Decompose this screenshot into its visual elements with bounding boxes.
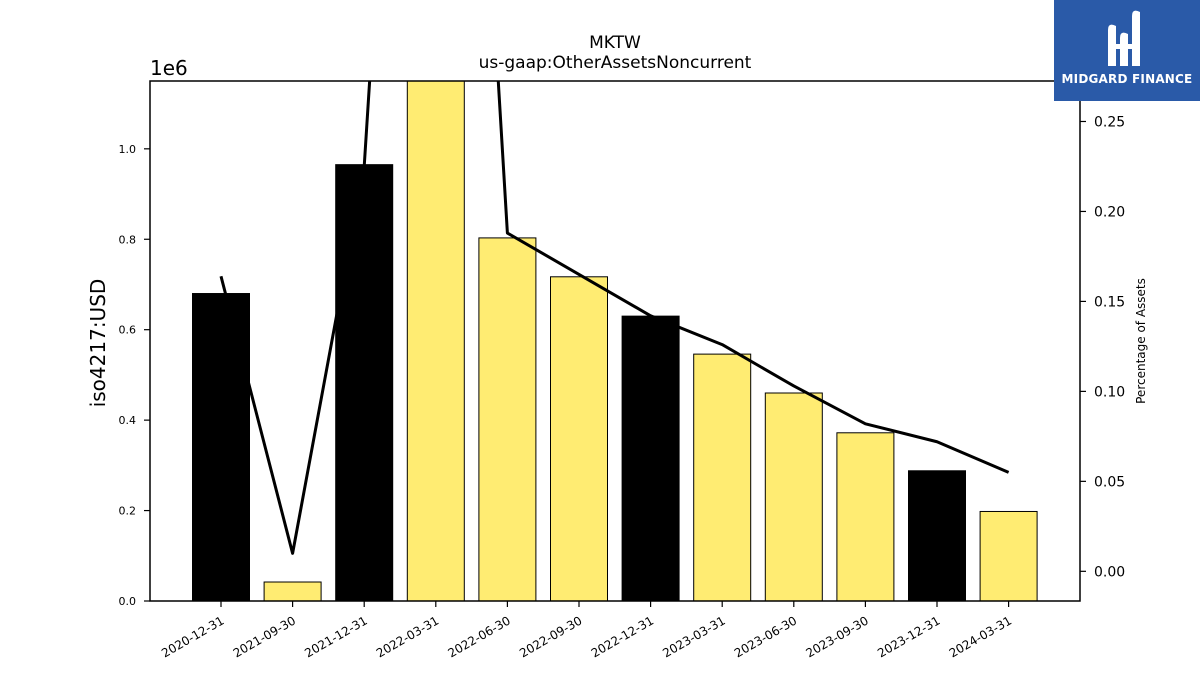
x-tick-label: 2022-03-31 — [374, 613, 441, 660]
y2-tick-label: 0.15 — [1094, 294, 1125, 310]
bar — [764, 392, 823, 601]
y2-tick-label: 0.20 — [1094, 204, 1125, 220]
x-tick-label: 2022-09-30 — [517, 613, 584, 660]
y2-ticks: 0.00 0.05 0.10 0.15 0.20 0.25 — [1080, 114, 1125, 580]
y2-tick-label: 0.25 — [1094, 114, 1125, 130]
bar — [263, 581, 322, 601]
bar — [621, 315, 680, 601]
y-ticks: 0.0 0.2 0.4 0.6 0.8 1.0 — [119, 143, 150, 608]
y-tick-label: 0.6 — [119, 324, 137, 337]
x-tick-label: 2022-12-31 — [589, 613, 656, 660]
pct-line — [219, 81, 1010, 555]
x-tick-label: 2021-12-31 — [302, 613, 369, 660]
bar — [335, 164, 394, 601]
y2-axis-label: Percentage of Assets — [1134, 278, 1148, 404]
chart-title: MKTW — [589, 33, 641, 53]
x-tick-label: 2023-09-30 — [803, 613, 870, 660]
bar — [693, 353, 752, 601]
y-tick-label: 0.8 — [119, 233, 137, 246]
bar — [836, 432, 895, 601]
x-tick-label: 2021-09-30 — [231, 613, 298, 660]
y-tick-label: 1.0 — [119, 143, 137, 156]
bar — [979, 510, 1038, 601]
brand-logo: MIDGARD FINANCE — [1054, 0, 1200, 101]
line-group — [219, 81, 1010, 555]
chart-subtitle: us-gaap:OtherAssetsNoncurrent — [479, 53, 752, 73]
x-tick-label: 2023-12-31 — [875, 613, 942, 660]
bar — [550, 276, 608, 601]
y2-tick-label: 0.00 — [1094, 564, 1125, 580]
y-tick-label: 0.4 — [119, 414, 137, 427]
x-tick-label: 2022-06-30 — [445, 613, 512, 660]
x-ticks: 2020-12-31 2021-09-30 2021-12-31 2022-03-31… — [159, 601, 1014, 660]
bar — [478, 237, 537, 601]
bar — [406, 81, 465, 601]
plot-frame — [149, 80, 1081, 602]
x-tick-label: 2023-06-30 — [732, 613, 799, 660]
y-axis-label: iso4217:USD — [86, 279, 110, 408]
bars-group — [192, 81, 1038, 601]
y2-tick-label: 0.05 — [1094, 474, 1125, 490]
x-tick-label: 2024-03-31 — [947, 613, 1014, 660]
y-tick-label: 0.0 — [119, 595, 137, 608]
y-tick-label: 0.2 — [119, 505, 137, 518]
bar — [908, 470, 966, 601]
x-tick-label: 2020-12-31 — [159, 613, 226, 660]
midgard-logo-icon — [1108, 10, 1140, 67]
y-offset-label: 1e6 — [150, 56, 188, 80]
logo-text: MIDGARD FINANCE — [1061, 72, 1193, 86]
bar — [192, 293, 250, 601]
y2-tick-label: 0.10 — [1094, 384, 1125, 400]
x-tick-label: 2023-03-31 — [660, 613, 727, 660]
